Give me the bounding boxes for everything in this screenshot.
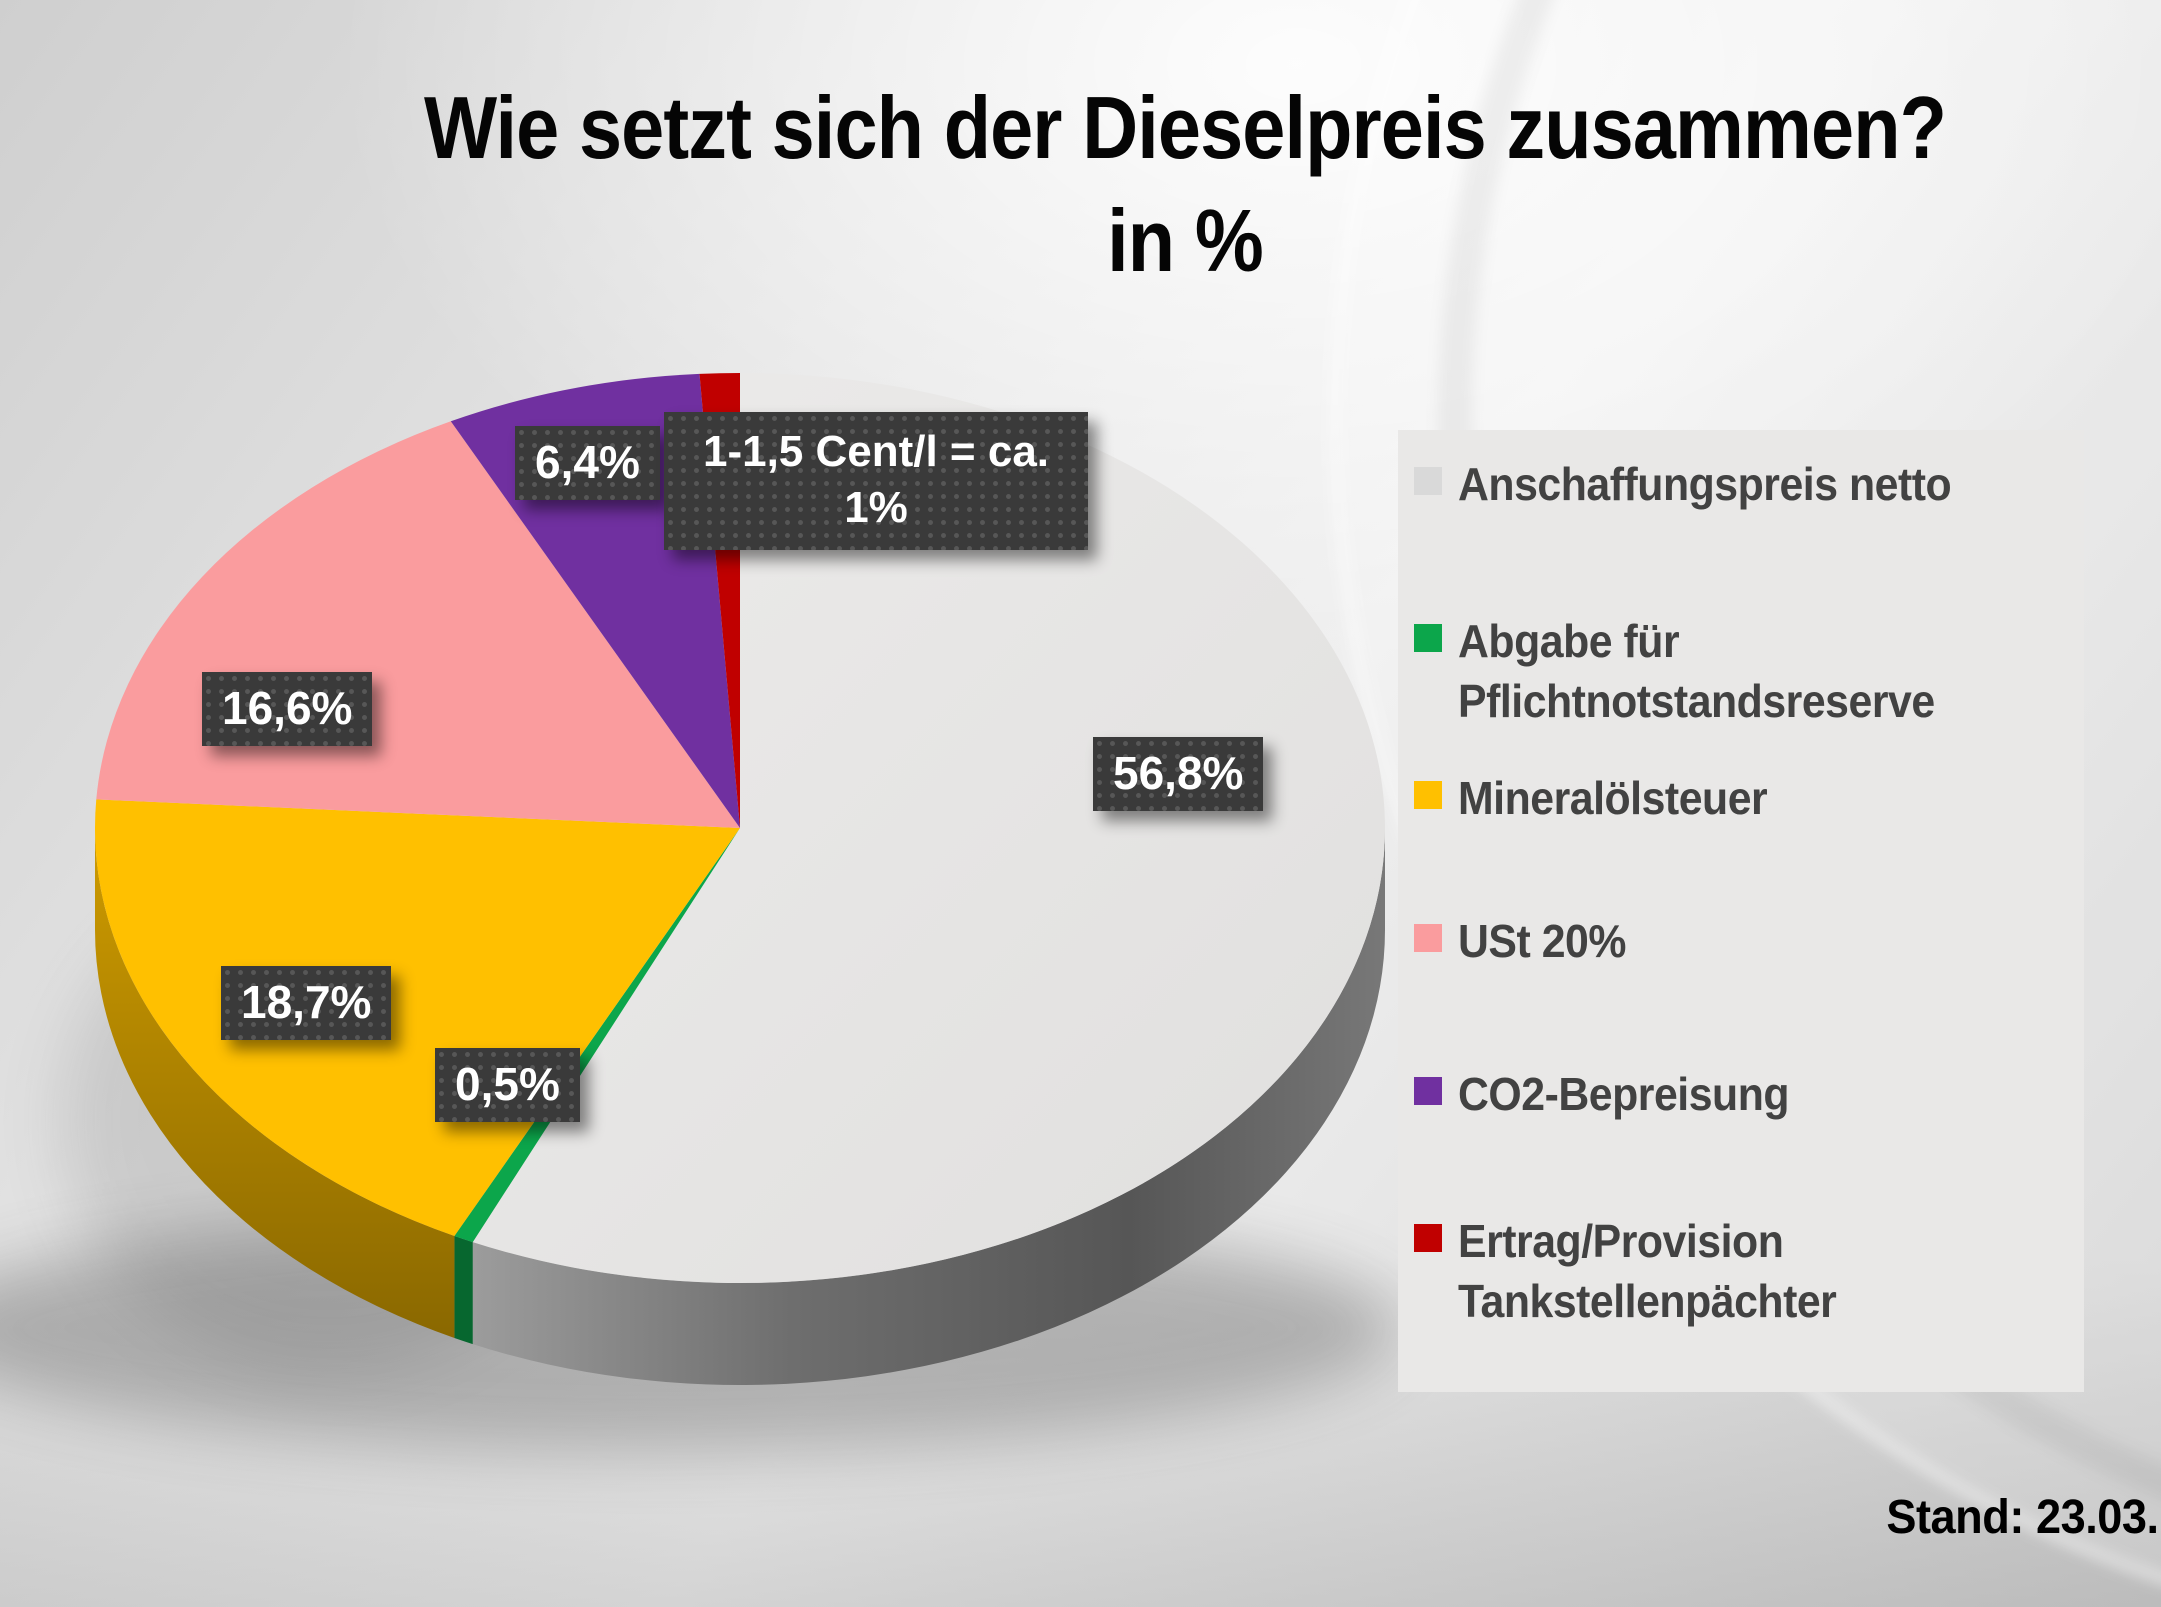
legend-item-label: USt 20% — [1458, 915, 1626, 967]
legend-item-co2: CO2-Bepreisung — [1414, 1064, 2068, 1124]
legend-item-anschaffungspreis: Anschaffungspreis netto — [1414, 454, 2068, 514]
chart-title-text: Wie setzt sich der Dieselpreis zusammen? — [423, 78, 1947, 177]
pie-slice-1 — [454, 828, 740, 1243]
chart-title: Wie setzt sich der Dieselpreis zusammen?… — [287, 72, 2082, 297]
legend-item-pflichtnotstandsreserve: Abgabe für Pflichtnotstandsreserve — [1414, 611, 2068, 731]
pie-slice-side-0 — [472, 828, 1385, 1386]
legend-swatch-ust — [1414, 924, 1442, 952]
chart-subtitle-text: in % — [1107, 190, 1264, 290]
data-label-co2: 6,4% — [515, 426, 660, 500]
pie-slice-side-2 — [94, 828, 455, 1338]
legend-swatch-pflichtnotstandsreserve — [1414, 624, 1442, 652]
legend-panel: Anschaffungspreis netto Abgabe für Pflic… — [1398, 430, 2084, 1392]
pie-slice-side-1 — [454, 1235, 473, 1345]
callout-ertrag-provision: 1-1,5 Cent/l = ca. 1% — [664, 412, 1088, 550]
legend-item-mineraloelsteuer: Mineralölsteuer — [1414, 768, 2068, 828]
legend-swatch-ertrag — [1414, 1224, 1442, 1252]
legend-item-ust: USt 20% — [1414, 911, 2068, 971]
data-label-mineraloelsteuer: 18,7% — [221, 966, 392, 1040]
legend-swatch-anschaffungspreis — [1414, 467, 1442, 495]
legend-item-ertrag: Ertrag/Provision Tankstellenpächter — [1414, 1211, 2068, 1331]
footnote-stand: Stand: 23.03. — [1886, 1491, 2160, 1544]
legend-item-label: Abgabe für Pflichtnotstandsreserve — [1458, 615, 1935, 727]
legend-item-label: Mineralölsteuer — [1458, 772, 1768, 824]
data-label-anschaffungspreis-netto: 56,8% — [1093, 737, 1264, 811]
legend-swatch-co2 — [1414, 1077, 1442, 1105]
legend-item-label: CO2-Bepreisung — [1458, 1068, 1790, 1120]
legend-item-label: Ertrag/Provision Tankstellenpächter — [1458, 1215, 1837, 1327]
pie-slice-2 — [95, 799, 741, 1236]
pie-slice-0 — [472, 373, 1385, 1283]
legend-swatch-mineraloelsteuer — [1414, 781, 1442, 809]
data-label-pflichtnotstandsreserve: 0,5% — [435, 1048, 580, 1122]
legend-item-label: Anschaffungspreis netto — [1458, 458, 1952, 510]
data-label-ust: 16,6% — [202, 672, 373, 746]
